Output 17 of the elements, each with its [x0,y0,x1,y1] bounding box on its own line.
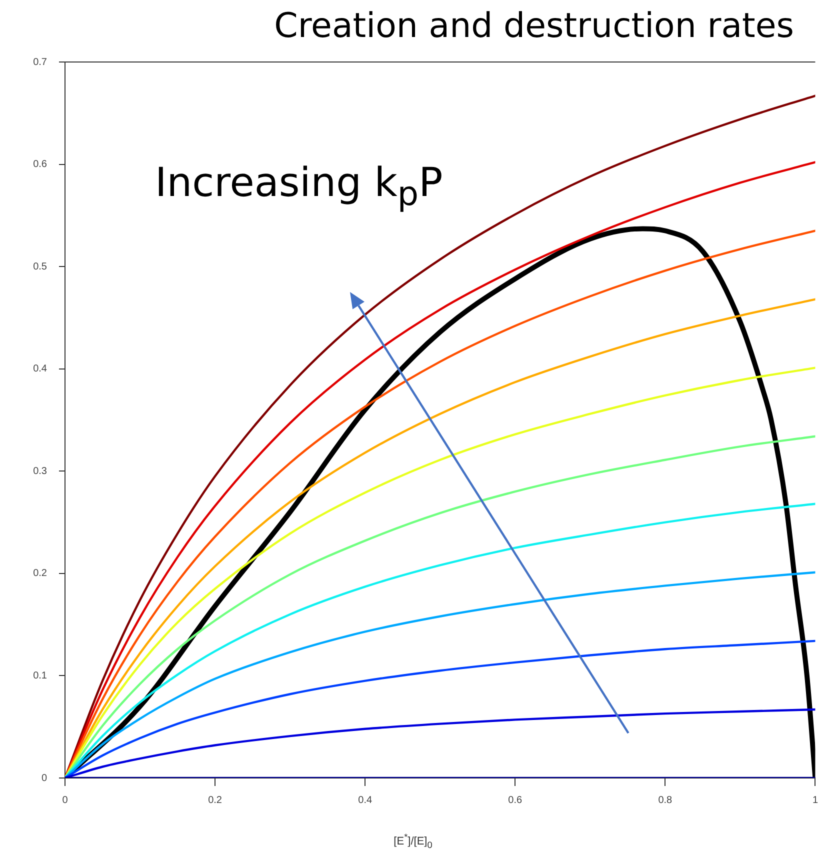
y-tick-label: 0.1 [33,670,48,682]
y-tick-label: 0.2 [33,568,48,580]
x-tick-label: 0.4 [358,794,372,806]
chart-title: Creation and destruction rates [274,6,794,46]
y-tick-label: 0.7 [33,56,48,68]
x-tick-label: 0 [62,794,68,806]
x-tick-label: 0.2 [208,794,222,806]
y-tick-label: 0.3 [33,466,48,477]
y-tick-label: 0.6 [33,159,48,170]
y-tick-label: 0.5 [33,261,48,272]
x-tick-label: 0.8 [658,794,673,806]
x-tick-label: 0.6 [508,794,523,806]
x-tick-label: 1 [812,794,818,806]
y-tick-label: 0 [41,772,48,784]
y-tick-label: 0.4 [33,364,48,375]
annotation: Increasing k$_{p}$P [155,160,443,213]
x-axis-title: [E$^{*}$]/[E]$_{0}$ [392,832,434,850]
